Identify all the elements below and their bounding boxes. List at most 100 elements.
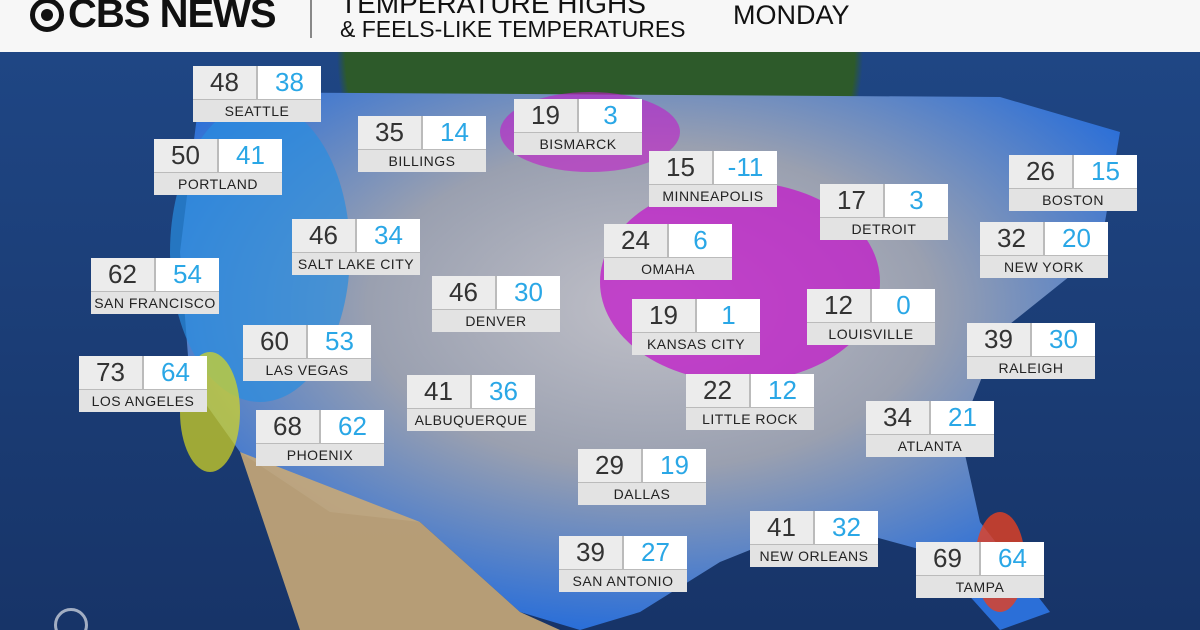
city-name: DETROIT: [820, 217, 948, 240]
temps-row: 17 3: [820, 184, 948, 217]
city-card-seattle: 48 38 SEATTLE: [193, 66, 321, 122]
city-name: RALEIGH: [967, 356, 1095, 379]
temps-row: 39 27: [559, 536, 687, 569]
high-temp: 34: [866, 401, 929, 434]
temps-row: 35 14: [358, 116, 486, 149]
temps-row: 46 34: [292, 219, 420, 252]
high-temp: 46: [292, 219, 355, 252]
temps-row: 50 41: [154, 139, 282, 172]
city-card-san-francisco: 62 54 SAN FRANCISCO: [91, 258, 219, 314]
feels-like-temp: 1: [695, 299, 760, 332]
temps-row: 32 20: [980, 222, 1108, 255]
mexico: [240, 452, 560, 630]
high-temp: 68: [256, 410, 319, 443]
feels-like-temp: 54: [154, 258, 219, 291]
city-card-boston: 26 15 BOSTON: [1009, 155, 1137, 211]
city-name: MINNEAPOLIS: [649, 184, 777, 207]
city-name: KANSAS CITY: [632, 332, 760, 355]
day-label: MONDAY: [733, 0, 850, 30]
city-card-las-vegas: 60 53 LAS VEGAS: [243, 325, 371, 381]
high-temp: 41: [750, 511, 813, 544]
temps-row: 73 64: [79, 356, 207, 389]
city-name: TAMPA: [916, 575, 1044, 598]
city-card-louisville: 12 0 LOUISVILLE: [807, 289, 935, 345]
brand-text: CBS NEWS: [68, 0, 277, 36]
city-name: ATLANTA: [866, 434, 994, 457]
temps-row: 69 64: [916, 542, 1044, 575]
temps-row: 60 53: [243, 325, 371, 358]
temps-row: 39 30: [967, 323, 1095, 356]
high-temp: 29: [578, 449, 641, 482]
high-temp: 46: [432, 276, 495, 309]
city-card-minneapolis: 15 -11 MINNEAPOLIS: [649, 151, 777, 207]
city-name: ALBUQUERQUE: [407, 408, 535, 431]
temps-row: 15 -11: [649, 151, 777, 184]
city-card-denver: 46 30 DENVER: [432, 276, 560, 332]
high-temp: 24: [604, 224, 667, 257]
city-name: LOUISVILLE: [807, 322, 935, 345]
city-name: PHOENIX: [256, 443, 384, 466]
temps-row: 68 62: [256, 410, 384, 443]
feels-like-temp: 14: [421, 116, 486, 149]
city-name: PORTLAND: [154, 172, 282, 195]
city-card-new-york: 32 20 NEW YORK: [980, 222, 1108, 278]
title-line1: TEMPERATURE HIGHS: [340, 0, 646, 19]
city-name: SEATTLE: [193, 99, 321, 122]
feels-like-temp: 32: [813, 511, 878, 544]
city-card-bismarck: 19 3 BISMARCK: [514, 99, 642, 155]
city-name: LITTLE ROCK: [686, 407, 814, 430]
high-temp: 50: [154, 139, 217, 172]
high-temp: 39: [967, 323, 1030, 356]
city-card-raleigh: 39 30 RALEIGH: [967, 323, 1095, 379]
feels-like-temp: 19: [641, 449, 706, 482]
high-temp: 35: [358, 116, 421, 149]
city-name: SAN ANTONIO: [559, 569, 687, 592]
feels-like-temp: 36: [470, 375, 535, 408]
feels-like-temp: 21: [929, 401, 994, 434]
feels-like-temp: -11: [712, 151, 777, 184]
temps-row: 41 36: [407, 375, 535, 408]
feels-like-temp: 30: [495, 276, 560, 309]
temps-row: 34 21: [866, 401, 994, 434]
high-temp: 62: [91, 258, 154, 291]
high-temp: 26: [1009, 155, 1072, 188]
high-temp: 19: [514, 99, 577, 132]
city-name: LOS ANGELES: [79, 389, 207, 412]
feels-like-temp: 38: [256, 66, 321, 99]
city-card-los-angeles: 73 64 LOS ANGELES: [79, 356, 207, 412]
temps-row: 22 12: [686, 374, 814, 407]
city-card-detroit: 17 3 DETROIT: [820, 184, 948, 240]
city-name: BILLINGS: [358, 149, 486, 172]
temps-row: 41 32: [750, 511, 878, 544]
temps-row: 12 0: [807, 289, 935, 322]
feels-like-temp: 64: [142, 356, 207, 389]
high-temp: 19: [632, 299, 695, 332]
high-temp: 41: [407, 375, 470, 408]
title-line2: & FEELS-LIKE TEMPERATURES: [340, 16, 686, 42]
feels-like-temp: 6: [667, 224, 732, 257]
city-name: NEW ORLEANS: [750, 544, 878, 567]
temps-row: 62 54: [91, 258, 219, 291]
temps-row: 19 1: [632, 299, 760, 332]
city-card-tampa: 69 64 TAMPA: [916, 542, 1044, 598]
city-card-new-orleans: 41 32 NEW ORLEANS: [750, 511, 878, 567]
city-card-billings: 35 14 BILLINGS: [358, 116, 486, 172]
feels-like-temp: 64: [979, 542, 1044, 575]
temps-row: 26 15: [1009, 155, 1137, 188]
feels-like-temp: 3: [883, 184, 948, 217]
city-card-albuquerque: 41 36 ALBUQUERQUE: [407, 375, 535, 431]
feels-like-temp: 30: [1030, 323, 1095, 356]
high-temp: 69: [916, 542, 979, 575]
high-temp: 32: [980, 222, 1043, 255]
high-temp: 60: [243, 325, 306, 358]
city-name: SAN FRANCISCO: [91, 291, 219, 314]
high-temp: 15: [649, 151, 712, 184]
city-card-san-antonio: 39 27 SAN ANTONIO: [559, 536, 687, 592]
high-temp: 17: [820, 184, 883, 217]
city-name: LAS VEGAS: [243, 358, 371, 381]
high-temp: 12: [807, 289, 870, 322]
city-card-dallas: 29 19 DALLAS: [578, 449, 706, 505]
city-card-portland: 50 41 PORTLAND: [154, 139, 282, 195]
feels-like-temp: 27: [622, 536, 687, 569]
feels-like-temp: 0: [870, 289, 935, 322]
